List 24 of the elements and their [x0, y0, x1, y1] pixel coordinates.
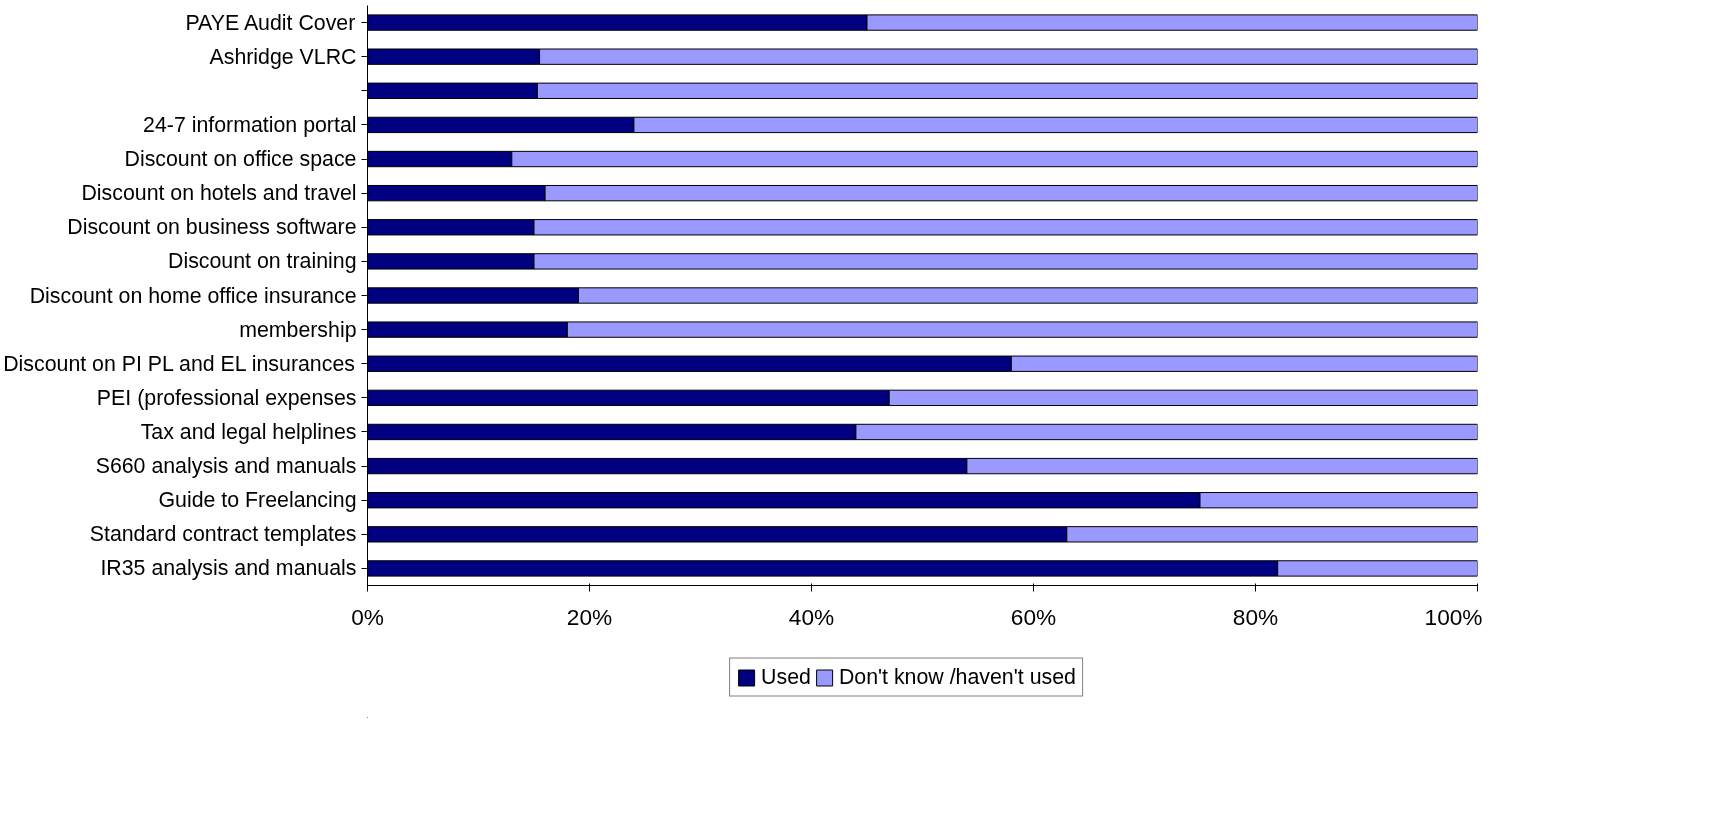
x-tick-label: 0% [351, 603, 384, 630]
y-tick-label: PEI (professional expenses [96, 385, 357, 410]
x-tick-label: 20% [566, 603, 613, 630]
y-tick-label: membership [239, 317, 357, 342]
y-tick-label: Discount on PI PL and EL insurances [3, 351, 355, 376]
x-tick-label: 100% [1424, 603, 1483, 630]
y-tick-label: Standard contract templates [89, 522, 357, 547]
legend-label: Used [761, 664, 811, 690]
x-tick-label: 80% [1232, 603, 1279, 630]
y-tick-label: 24-7 information portal [143, 112, 357, 137]
y-tick-label: PAYE Audit Cover [185, 10, 356, 35]
y-tick-label: Discount on training [167, 249, 357, 274]
y-tick-label: S660 analysis and manuals [95, 454, 357, 479]
y-tick-label: Ashridge VLRC [209, 44, 357, 69]
y-tick-label: Guide to Freelancing [158, 488, 357, 513]
x-tick-label: 40% [788, 603, 835, 630]
y-tick-label: IR35 analysis and manuals [100, 556, 357, 581]
y-tick-label: Discount on business software [67, 215, 357, 240]
x-tick-label: 60% [1010, 603, 1057, 630]
y-tick-label: Discount on home office insurance [29, 283, 357, 308]
legend-label: Don't know /haven't used [838, 664, 1076, 690]
y-tick-label: Tax and legal helplines [140, 419, 357, 444]
y-tick-label: Discount on office space [124, 147, 357, 172]
y-tick-label: Discount on hotels and travel [81, 181, 357, 206]
